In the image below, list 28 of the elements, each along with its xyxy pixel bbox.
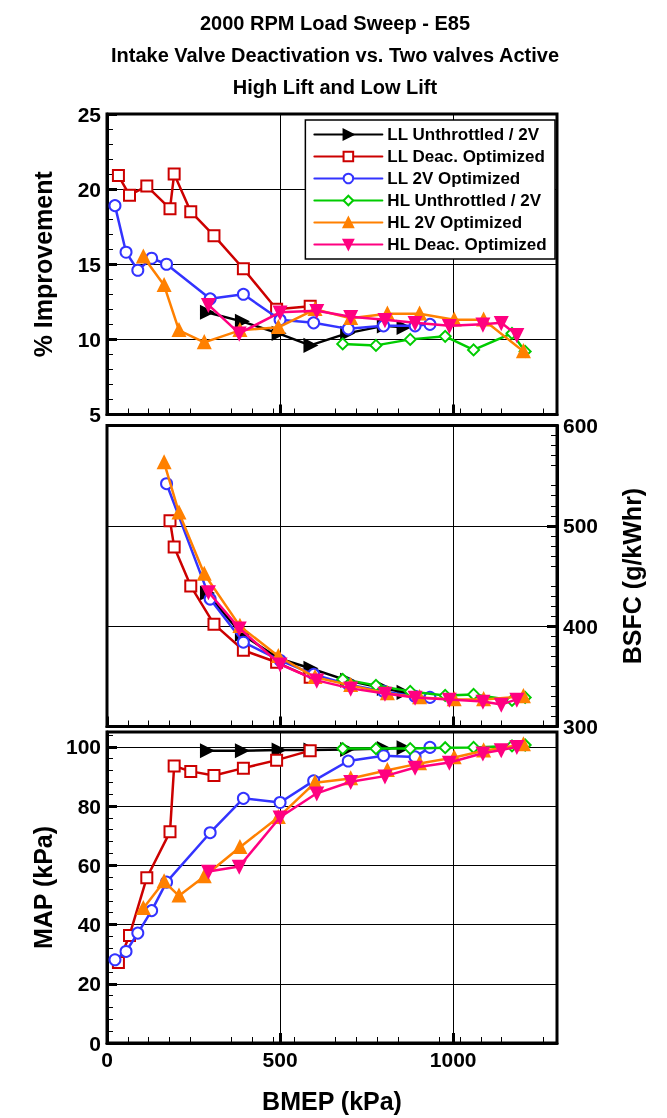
y2-tick-label: 400 xyxy=(563,614,599,638)
y-tick-label: 20 xyxy=(77,177,101,201)
x-axis-title: BMEP (kPa) xyxy=(262,1086,402,1115)
y2-tick-label: 600 xyxy=(563,414,599,437)
legend-label: LL Deac. Optimized xyxy=(387,147,545,166)
y-tick-label: 40 xyxy=(77,913,101,937)
y-tick-label: 80 xyxy=(77,794,101,818)
y-tick-label: 60 xyxy=(77,853,101,877)
legend-label: HL 2V Optimized xyxy=(387,213,523,232)
y-tick-label: 15 xyxy=(77,252,102,276)
y2-tick-label: 500 xyxy=(563,514,599,538)
y-axis-title: % Improvement xyxy=(28,170,57,358)
y-tick-label: 0 xyxy=(89,1031,101,1055)
legend-label: LL 2V Optimized xyxy=(387,169,521,188)
y-tick-label: 5 xyxy=(89,403,102,426)
y-axis-title: MAP (kPa) xyxy=(28,825,57,950)
chart-title: 2000 RPM Load Sweep - E85 Intake Valve Deactivation vs. Two valves Active High Lift and Low Lift xyxy=(111,12,559,98)
x-tick-label: 500 xyxy=(262,1048,298,1071)
y-tick-label: 10 xyxy=(77,327,101,351)
y-tick-label: 20 xyxy=(77,972,101,996)
x-tick-label: 1000 xyxy=(429,1048,477,1071)
y-tick-label: 25 xyxy=(77,102,102,126)
legend-label: LL Unthrottled / 2V xyxy=(387,125,540,144)
y-tick-label: 100 xyxy=(65,735,101,759)
legend-label: HL Unthrottled / 2V xyxy=(387,191,542,210)
y2-axis-title: BSFC (g/kWhr) xyxy=(617,487,646,665)
y2-tick-label: 300 xyxy=(563,715,599,738)
legend-label: HL Deac. Optimized xyxy=(387,235,547,254)
